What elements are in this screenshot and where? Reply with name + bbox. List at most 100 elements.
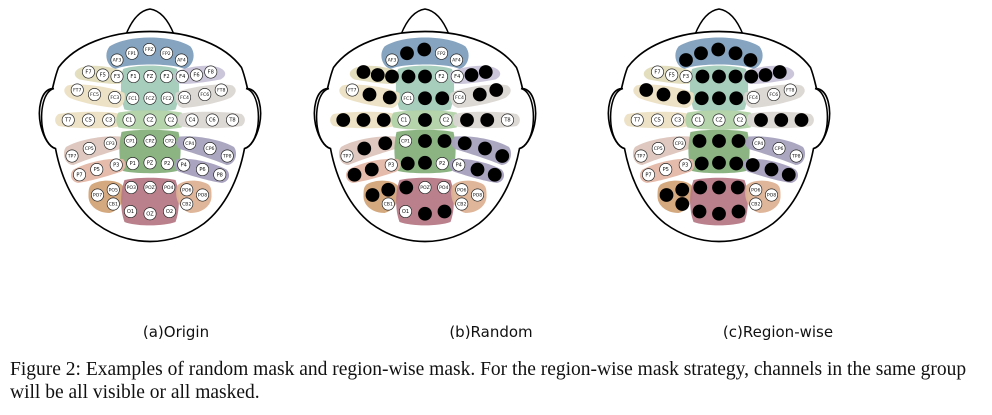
masked-electrode xyxy=(744,69,759,84)
electrode xyxy=(110,70,124,83)
channel-fc6: FC6 xyxy=(767,88,781,101)
channel-f3: F3 xyxy=(679,70,693,83)
channel-ft8 xyxy=(489,83,504,97)
electrode xyxy=(142,43,156,56)
electrode xyxy=(691,113,705,127)
channel-ft7 xyxy=(639,83,654,97)
electrode-label: CP1 xyxy=(401,139,410,145)
electrode xyxy=(163,205,176,218)
channel-f1 xyxy=(695,69,710,84)
channel-t7 xyxy=(336,113,351,127)
electrode-label: CP4 xyxy=(754,141,763,147)
masked-electrode xyxy=(370,68,385,82)
channel-po5 xyxy=(675,182,690,197)
masked-electrode xyxy=(675,182,690,197)
electrode xyxy=(103,136,117,150)
masked-electrode xyxy=(381,182,396,197)
electrode-label: FP1 xyxy=(128,51,136,57)
electrode xyxy=(452,158,466,172)
channel-tp7: TP7 xyxy=(340,149,354,163)
channel-p3: P3 xyxy=(384,158,398,172)
channel-ft8: FT8 xyxy=(783,83,797,97)
electrode-label: F1 xyxy=(130,74,136,80)
electrode xyxy=(220,149,234,163)
channel-fpz: FPZ xyxy=(142,43,156,56)
masked-electrode xyxy=(794,113,809,127)
masked-electrode xyxy=(357,141,372,156)
channel-c6 xyxy=(480,113,495,127)
masked-electrode xyxy=(693,180,708,195)
electrode-label: T8 xyxy=(228,118,235,124)
electrode xyxy=(397,113,411,127)
masked-electrode xyxy=(356,65,371,79)
electrode-label: TP7 xyxy=(342,154,352,160)
channel-t8: T8 xyxy=(226,113,239,127)
electrode xyxy=(767,88,781,101)
channel-c3 xyxy=(376,113,391,127)
electrode-label: F2 xyxy=(163,74,169,80)
electrode-label: AF4 xyxy=(177,58,186,64)
electrode xyxy=(651,142,665,155)
electrode xyxy=(401,91,415,105)
channel-t7: T7 xyxy=(61,113,75,127)
channel-f2: F2 xyxy=(160,70,173,83)
channel-af4 xyxy=(743,53,758,67)
masked-electrode xyxy=(365,188,380,202)
panel-random: FP2 AF3 AF4 F2 F4 FT7 FC1 FC4 C1 C2 T8 TP7 CP1 P3 P2 P4… xyxy=(313,8,537,243)
masked-electrode xyxy=(400,46,414,61)
channel-cpz: CPZ xyxy=(143,134,157,148)
electrode xyxy=(160,91,174,105)
electrode xyxy=(122,113,136,127)
masked-electrode xyxy=(639,83,654,97)
channel-cp6 xyxy=(478,141,492,156)
masked-electrode xyxy=(712,91,726,106)
masked-electrode xyxy=(418,113,432,127)
channel-p4 xyxy=(745,158,760,172)
electrode-label: F7 xyxy=(654,70,660,76)
channel-cb2: CB2 xyxy=(455,197,469,211)
masked-electrode xyxy=(694,156,709,171)
electrode xyxy=(450,53,463,67)
channel-p5 xyxy=(364,162,379,177)
electrode-label: PO6 xyxy=(751,187,760,193)
masked-electrode xyxy=(418,91,432,106)
electrode-label: FC5 xyxy=(90,92,99,98)
electrode-label: TP8 xyxy=(222,154,232,160)
electrode-label: PO6 xyxy=(182,187,191,193)
channel-cb2: CB2 xyxy=(749,197,763,211)
channel-ft7: FT7 xyxy=(70,83,84,97)
electrode-label: FC2 xyxy=(163,96,172,102)
electrode xyxy=(73,168,86,182)
channel-fc4: FC4 xyxy=(178,91,191,104)
masked-electrode xyxy=(731,134,746,148)
electrode xyxy=(190,68,203,82)
electrode-label: CB2 xyxy=(457,202,466,208)
electrode-label: POZ xyxy=(420,185,430,191)
electrode-label: FC6 xyxy=(200,92,209,98)
electrode xyxy=(765,188,778,202)
masked-electrode xyxy=(457,136,472,151)
channel-o1: O1 xyxy=(399,205,412,218)
right-ear xyxy=(519,87,535,150)
electrode xyxy=(70,83,84,97)
channel-p6 xyxy=(470,162,485,177)
electrode xyxy=(126,91,140,105)
electrode xyxy=(61,113,75,127)
masked-electrode xyxy=(728,69,743,84)
electrode-label: PO6 xyxy=(457,187,466,193)
electrode-label: FC1 xyxy=(128,96,137,102)
electrode xyxy=(455,183,469,197)
masked-electrode xyxy=(675,197,690,211)
channel-cp5: CP5 xyxy=(82,142,96,155)
masked-electrode xyxy=(418,134,432,148)
electrode-label: C3 xyxy=(105,118,112,124)
channel-p8 xyxy=(781,167,796,182)
channel-oz xyxy=(418,206,432,221)
channel-tp7: TP7 xyxy=(65,149,79,163)
masked-electrode xyxy=(364,162,379,177)
channel-f8 xyxy=(772,65,787,79)
channel-c1: C1 xyxy=(691,113,705,127)
channel-cb1: CB1 xyxy=(106,197,120,211)
channel-po3: PO3 xyxy=(124,181,138,194)
channel-poz: POZ xyxy=(143,181,157,194)
